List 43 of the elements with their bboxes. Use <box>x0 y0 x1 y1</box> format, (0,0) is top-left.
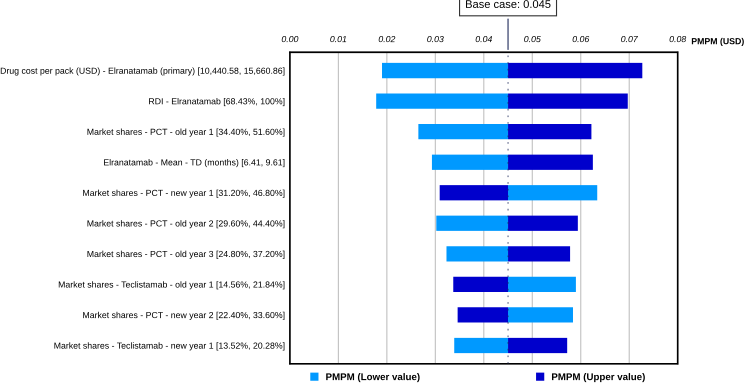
ref-line-label: Base case: 0.045 <box>466 0 551 8</box>
y-tick-label: Market shares - PCT - old year 2 [29.60%, 44.40%] <box>88 220 284 228</box>
x-axis-title: PMPM (USD) <box>692 38 744 46</box>
bar <box>508 307 573 323</box>
bar <box>508 124 592 140</box>
bar <box>376 93 508 109</box>
bar <box>508 62 642 78</box>
y-tick-label: Market shares - PCT - new year 2 [22.40%, 33.60%] <box>83 312 284 320</box>
x-tick-label: 0.00 <box>282 36 298 42</box>
x-tick-label: 0.07 <box>621 36 638 42</box>
y-tick-label: Market shares - PCT - new year 1 [31.20%, 46.80%] <box>83 190 284 198</box>
x-tick-label: 0.05 <box>524 36 541 42</box>
bar <box>508 246 570 262</box>
x-tick-label: 0.06 <box>572 36 590 42</box>
bar <box>453 276 508 292</box>
bar <box>508 93 628 109</box>
bar <box>382 62 508 78</box>
x-tick-label: 0.01 <box>330 36 346 42</box>
y-tick-label: Elranatamab - Mean - TD (months) [6.41, 9.61] <box>104 159 284 168</box>
x-tick-label: 0.03 <box>427 36 444 42</box>
x-tick-label: 0.04 <box>476 36 492 42</box>
bar <box>508 338 568 354</box>
y-tick-label: Drug cost per pack (USD) - Elranatamab (primary) [10,440.58, 15,660.86] <box>0 67 284 76</box>
legend-label: PMPM (Lower value) <box>326 373 420 382</box>
x-tick-label: 0.08 <box>670 36 686 42</box>
bar <box>432 154 508 170</box>
bar <box>440 185 508 200</box>
bar <box>446 246 508 262</box>
bar <box>418 124 508 140</box>
x-tick-label: 0.02 <box>378 36 396 42</box>
y-tick-label: RDI - Elranatamab [68.43%, 100%] <box>149 98 284 106</box>
bar <box>508 154 593 170</box>
bar <box>508 185 598 200</box>
legend-label: PMPM (Upper value) <box>552 373 645 382</box>
y-tick-label: Market shares - PCT - old year 1 [34.40%, 51.60%] <box>88 128 284 137</box>
bar <box>508 216 578 231</box>
y-tick-label: Market shares - Teclistamab - new year 1 [13.52%, 20.28%] <box>54 342 284 350</box>
y-tick-label: Market shares - PCT - old year 3 [24.80%, 37.20%] <box>88 250 284 259</box>
bar <box>458 307 508 323</box>
bar <box>436 216 508 231</box>
bar <box>454 338 508 354</box>
bar <box>508 276 576 292</box>
y-tick-label: Market shares - Teclistamab - old year 1 [14.56%, 21.84%] <box>58 281 284 290</box>
